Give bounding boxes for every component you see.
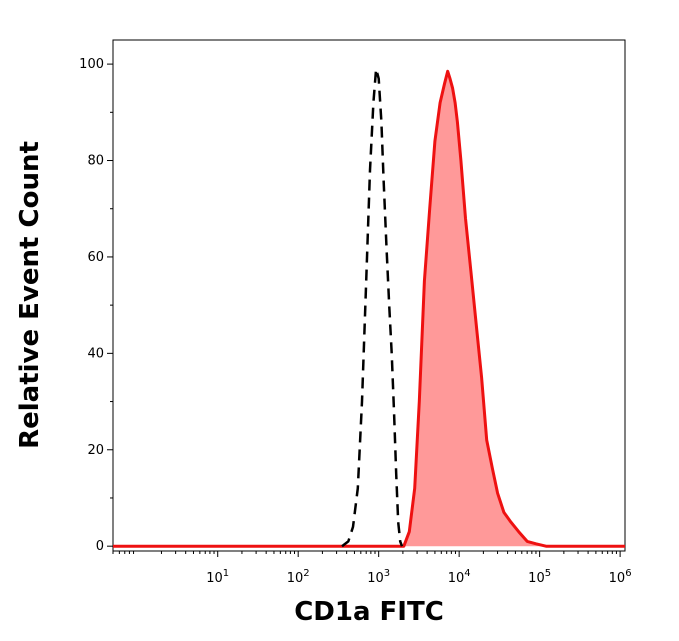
y-axis-ticks: 0 20 40 60 80 100: [79, 57, 113, 554]
x-tick-label: 103: [367, 568, 390, 586]
y-tick-label: 100: [79, 57, 104, 72]
y-tick-label: 80: [87, 154, 104, 169]
y-tick-label: 60: [87, 250, 104, 265]
x-axis-ticks: 101 102 103 104 105 106: [112, 551, 632, 586]
y-axis-title: Relative Event Count: [15, 141, 45, 449]
x-tick-label: 104: [448, 568, 471, 586]
series-line-solid: [113, 69, 625, 548]
y-tick-label: 0: [96, 539, 104, 554]
x-tick-label: 106: [609, 568, 632, 586]
series-fill-0: [113, 71, 625, 547]
x-tick-label: 105: [528, 568, 551, 586]
series-layer: [113, 67, 625, 548]
plot-frame: [112, 39, 626, 552]
x-tick-label: 102: [287, 568, 310, 586]
y-tick-label: 40: [87, 346, 104, 361]
series-line-dashed: [341, 67, 404, 548]
y-tick-label: 20: [87, 443, 104, 458]
x-tick-label: 101: [206, 568, 229, 586]
x-axis-title: CD1a FITC: [294, 597, 444, 627]
